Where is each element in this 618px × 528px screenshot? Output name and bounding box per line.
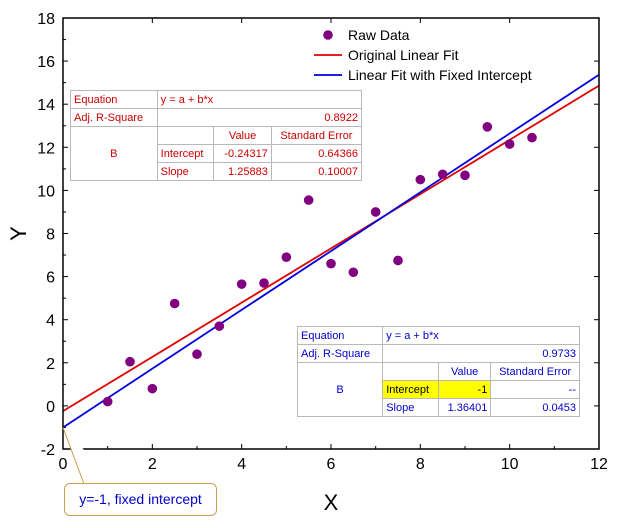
intercept-standard-error: 0.64366 bbox=[270, 144, 363, 163]
group-label: B bbox=[296, 362, 384, 417]
data-point bbox=[460, 170, 470, 181]
y-tick-label: 6 bbox=[46, 270, 55, 287]
x-tick-label: 8 bbox=[416, 456, 425, 473]
legend-entry-label: Raw Data bbox=[348, 27, 410, 43]
fit-line-linear-fit-with-fixed-intercept bbox=[62, 73, 600, 429]
y-axis-label: Y bbox=[6, 226, 31, 241]
equation-label: Equation bbox=[70, 90, 158, 109]
data-point bbox=[259, 278, 269, 288]
axis-ticks bbox=[62, 17, 600, 450]
y-tick-label: 8 bbox=[46, 227, 55, 244]
data-point bbox=[281, 252, 292, 263]
legend-entry-label: Original Linear Fit bbox=[348, 47, 459, 63]
data-point bbox=[326, 258, 336, 269]
equation-value: y = a + b*x bbox=[156, 90, 363, 109]
intercept-value: -1 bbox=[437, 380, 492, 399]
fixed-intercept-callout: y=-1, fixed intercept bbox=[64, 483, 217, 516]
y-tick-label: -2 bbox=[41, 442, 55, 459]
slope-value: 1.36401 bbox=[437, 398, 492, 417]
x-tick-label: 4 bbox=[237, 456, 246, 473]
value-header: Value bbox=[437, 362, 492, 381]
adj-r-square-label: Adj. R-Square bbox=[70, 108, 158, 127]
standard-error-header: Standard Error bbox=[270, 126, 363, 145]
legend-marker-swatch bbox=[323, 30, 333, 40]
blank-header-cell bbox=[382, 362, 439, 381]
raw-data-points bbox=[102, 122, 537, 407]
data-point bbox=[348, 267, 359, 278]
adj-r-square-value: 0.9733 bbox=[382, 344, 580, 363]
y-tick-label: 0 bbox=[46, 399, 55, 416]
slope-standard-error: 0.10007 bbox=[270, 162, 363, 181]
blank-header-cell bbox=[156, 126, 215, 145]
y-tick-label: 12 bbox=[37, 140, 55, 157]
y-tick-label: 4 bbox=[46, 313, 55, 330]
slope-label: Slope bbox=[382, 398, 439, 417]
data-point bbox=[482, 122, 493, 132]
intercept-label: Intercept bbox=[156, 144, 215, 163]
data-point bbox=[303, 195, 314, 205]
data-point bbox=[214, 321, 225, 331]
standard-error-header: Standard Error bbox=[490, 362, 580, 381]
intercept-value: -0.24317 bbox=[213, 144, 272, 163]
x-tick-label: 12 bbox=[590, 456, 608, 473]
y-tick-label: 18 bbox=[37, 11, 55, 28]
data-point bbox=[504, 139, 515, 149]
data-point bbox=[370, 207, 381, 217]
x-tick-label: 2 bbox=[148, 456, 157, 473]
group-label: B bbox=[70, 126, 158, 181]
original-fit-table: Equation y = a + b*x Adj. R-Square 0.892… bbox=[70, 90, 363, 181]
data-point bbox=[192, 349, 202, 359]
value-header: Value bbox=[213, 126, 272, 145]
x-axis-label: X bbox=[324, 490, 339, 515]
slope-value: 1.25883 bbox=[213, 162, 272, 181]
slope-label: Slope bbox=[156, 162, 215, 181]
legend-entry-label: Linear Fit with Fixed Intercept bbox=[348, 67, 532, 83]
x-tick-label: 6 bbox=[327, 456, 336, 473]
data-point bbox=[125, 356, 135, 367]
data-point bbox=[102, 396, 113, 407]
y-tick-label: 10 bbox=[37, 183, 55, 200]
adj-r-square-value: 0.8922 bbox=[156, 108, 363, 127]
data-point bbox=[437, 169, 448, 180]
callout-pointer bbox=[62, 427, 116, 485]
data-point bbox=[527, 132, 537, 143]
equation-label: Equation bbox=[296, 326, 384, 345]
slope-standard-error: 0.0453 bbox=[490, 398, 580, 417]
x-tick-label: 0 bbox=[59, 456, 68, 473]
y-tick-label: 2 bbox=[46, 356, 55, 373]
adj-r-square-label: Adj. R-Square bbox=[296, 344, 384, 363]
data-point bbox=[236, 279, 247, 289]
intercept-label: Intercept bbox=[382, 380, 439, 399]
y-tick-label: 14 bbox=[37, 97, 55, 114]
data-point bbox=[147, 383, 158, 394]
equation-value: y = a + b*x bbox=[382, 326, 580, 345]
intercept-standard-error: -- bbox=[490, 380, 580, 399]
data-point bbox=[169, 298, 180, 309]
y-tick-label: 16 bbox=[37, 54, 55, 71]
x-tick-label: 10 bbox=[501, 456, 519, 473]
data-point bbox=[415, 174, 426, 185]
data-point bbox=[393, 255, 403, 266]
legend: Raw Data Original Linear Fit Linear Fit wi… bbox=[314, 27, 532, 83]
fixed-intercept-fit-table: Equation y = a + b*x Adj. R-Square 0.973… bbox=[296, 326, 580, 417]
